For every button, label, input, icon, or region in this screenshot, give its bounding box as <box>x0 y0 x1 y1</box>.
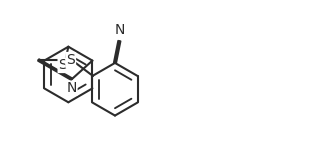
Text: S: S <box>58 58 67 72</box>
Text: S: S <box>66 53 75 67</box>
Text: N: N <box>114 23 125 37</box>
Text: N: N <box>66 81 77 95</box>
